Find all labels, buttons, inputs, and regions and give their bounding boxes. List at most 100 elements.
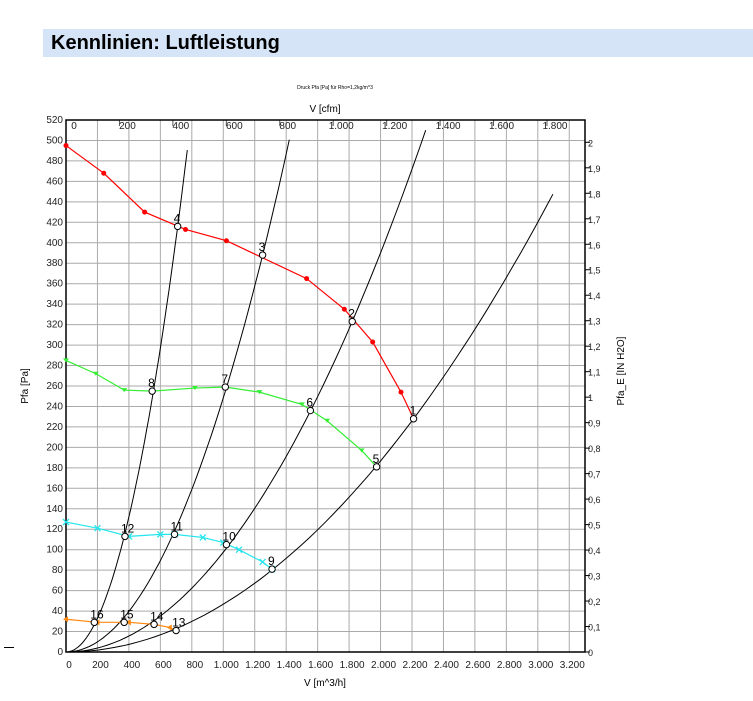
operating-point bbox=[306, 406, 315, 415]
x-tick-label: 1.600 bbox=[308, 660, 333, 671]
operating-point-label: 10 bbox=[222, 530, 236, 544]
x-tick-label: 400 bbox=[124, 660, 141, 671]
y2-axis-label: Pfa_E [IN H2O] bbox=[616, 336, 627, 405]
x2-tick-label: 600 bbox=[226, 121, 243, 132]
y-tick-label: 160 bbox=[46, 483, 63, 494]
y2-tick-label: 1,3 bbox=[588, 317, 601, 327]
section-title: Kennlinien: Luftleistung bbox=[51, 32, 280, 54]
data-point bbox=[142, 209, 148, 215]
data-point bbox=[298, 402, 305, 407]
x-tick-label: 0 bbox=[66, 660, 72, 671]
fan-curve bbox=[65, 521, 273, 570]
system-curve bbox=[65, 130, 427, 653]
section-header: Kennlinien: Luftleistung bbox=[43, 29, 753, 57]
operating-point bbox=[172, 626, 180, 635]
operating-point bbox=[148, 387, 156, 395]
x-tick-label: 200 bbox=[92, 660, 109, 671]
y2-tick-label: 0,5 bbox=[588, 521, 601, 531]
operating-point bbox=[409, 415, 418, 423]
y-tick-label: 240 bbox=[46, 401, 63, 412]
operating-point-label: 8 bbox=[148, 376, 155, 390]
operating-point-label: 11 bbox=[171, 519, 184, 533]
operating-point bbox=[268, 565, 276, 573]
y2-tick-label: 0,9 bbox=[588, 419, 601, 429]
data-point bbox=[125, 619, 131, 626]
y2-tick-label: 1,2 bbox=[588, 342, 601, 352]
y-tick-label: 180 bbox=[46, 463, 63, 474]
y2-tick-label: 1,5 bbox=[588, 266, 601, 276]
operating-point bbox=[222, 540, 231, 549]
y-tick-label: 60 bbox=[52, 586, 64, 597]
operating-point-label: 2 bbox=[348, 307, 355, 321]
y-tick-label: 220 bbox=[46, 422, 63, 433]
y2-tick-label: 0,3 bbox=[588, 572, 601, 582]
operating-point-label: 16 bbox=[90, 607, 104, 621]
x-tick-label: 2.000 bbox=[371, 660, 396, 671]
operating-point-label: 3 bbox=[259, 240, 266, 254]
operating-point bbox=[348, 317, 356, 326]
y-tick-label: 100 bbox=[46, 545, 63, 556]
operating-point bbox=[150, 620, 158, 629]
data-point bbox=[259, 558, 267, 566]
plot-frame bbox=[65, 119, 586, 653]
y-tick-label: 260 bbox=[46, 381, 63, 392]
y-tick-label: 320 bbox=[46, 320, 63, 331]
y-tick-label: 40 bbox=[52, 606, 64, 617]
fan-curve bbox=[65, 145, 415, 419]
data-point bbox=[235, 546, 243, 554]
data-point bbox=[156, 530, 164, 538]
x2-tick-label: 200 bbox=[119, 121, 136, 132]
x-tick-label: 3.200 bbox=[560, 660, 585, 671]
x-axis-label: V [m^3/h] bbox=[304, 678, 346, 689]
operating-point-label: 12 bbox=[121, 521, 135, 535]
data-point bbox=[256, 390, 263, 395]
operating-point-label: 13 bbox=[172, 616, 186, 630]
x2-tick-label: 800 bbox=[279, 121, 296, 132]
x2-tick-label: 1.400 bbox=[436, 121, 461, 132]
operating-point-label: 9 bbox=[268, 554, 275, 568]
y2-tick-label: 0,1 bbox=[588, 623, 601, 633]
y-tick-label: 120 bbox=[46, 524, 63, 535]
y2-tick-label: 1,8 bbox=[588, 189, 601, 199]
y-tick-label: 520 bbox=[46, 115, 63, 126]
system-curve bbox=[65, 193, 554, 653]
chart-title: Druck Pfa [Pa] für Rho=1,2kg/m^3 bbox=[297, 85, 373, 91]
divider-mark bbox=[4, 647, 14, 648]
x2-axis-label: V [cfm] bbox=[309, 104, 340, 115]
y-tick-label: 440 bbox=[46, 197, 63, 208]
y2-tick-label: 1,6 bbox=[588, 240, 601, 250]
x-tick-label: 2.800 bbox=[497, 660, 522, 671]
y2-tick-label: 0,2 bbox=[588, 597, 601, 607]
x2-tick-label: 400 bbox=[173, 121, 190, 132]
x-tick-label: 1.200 bbox=[245, 660, 270, 671]
operating-point bbox=[221, 383, 230, 391]
x-tick-label: 3.000 bbox=[528, 660, 553, 671]
operating-point bbox=[120, 618, 128, 627]
x2-tick-label: 1.000 bbox=[329, 121, 354, 132]
y2-tick-label: 0,6 bbox=[588, 495, 601, 505]
y-axis-label: Pfa [Pa] bbox=[20, 368, 31, 404]
y2-tick-label: 0 bbox=[588, 648, 593, 658]
data-point bbox=[121, 388, 128, 393]
data-point bbox=[398, 389, 404, 395]
y-tick-label: 280 bbox=[46, 361, 63, 372]
x-tick-label: 2.600 bbox=[465, 660, 490, 671]
operating-point bbox=[170, 530, 179, 539]
y-tick-label: 340 bbox=[46, 299, 63, 310]
data-point bbox=[324, 418, 331, 423]
data-point bbox=[199, 533, 207, 541]
x2-tick-label: 0 bbox=[71, 121, 77, 132]
y-tick-label: 420 bbox=[46, 217, 63, 228]
y-tick-label: 480 bbox=[46, 156, 63, 167]
operating-point bbox=[90, 618, 99, 627]
data-point bbox=[183, 226, 189, 232]
operating-point bbox=[258, 251, 267, 259]
y-tick-label: 0 bbox=[57, 647, 63, 658]
data-point bbox=[62, 518, 70, 526]
y2-tick-label: 2 bbox=[588, 138, 593, 148]
y-tick-label: 500 bbox=[46, 135, 63, 146]
data-point bbox=[92, 371, 99, 376]
operating-point-label: 5 bbox=[373, 452, 380, 466]
y-tick-label: 140 bbox=[46, 504, 63, 515]
